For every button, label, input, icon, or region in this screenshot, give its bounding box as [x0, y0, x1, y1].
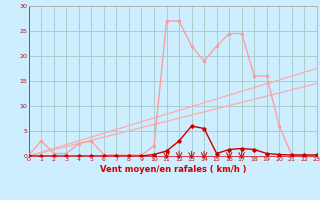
X-axis label: Vent moyen/en rafales ( km/h ): Vent moyen/en rafales ( km/h ): [100, 165, 246, 174]
